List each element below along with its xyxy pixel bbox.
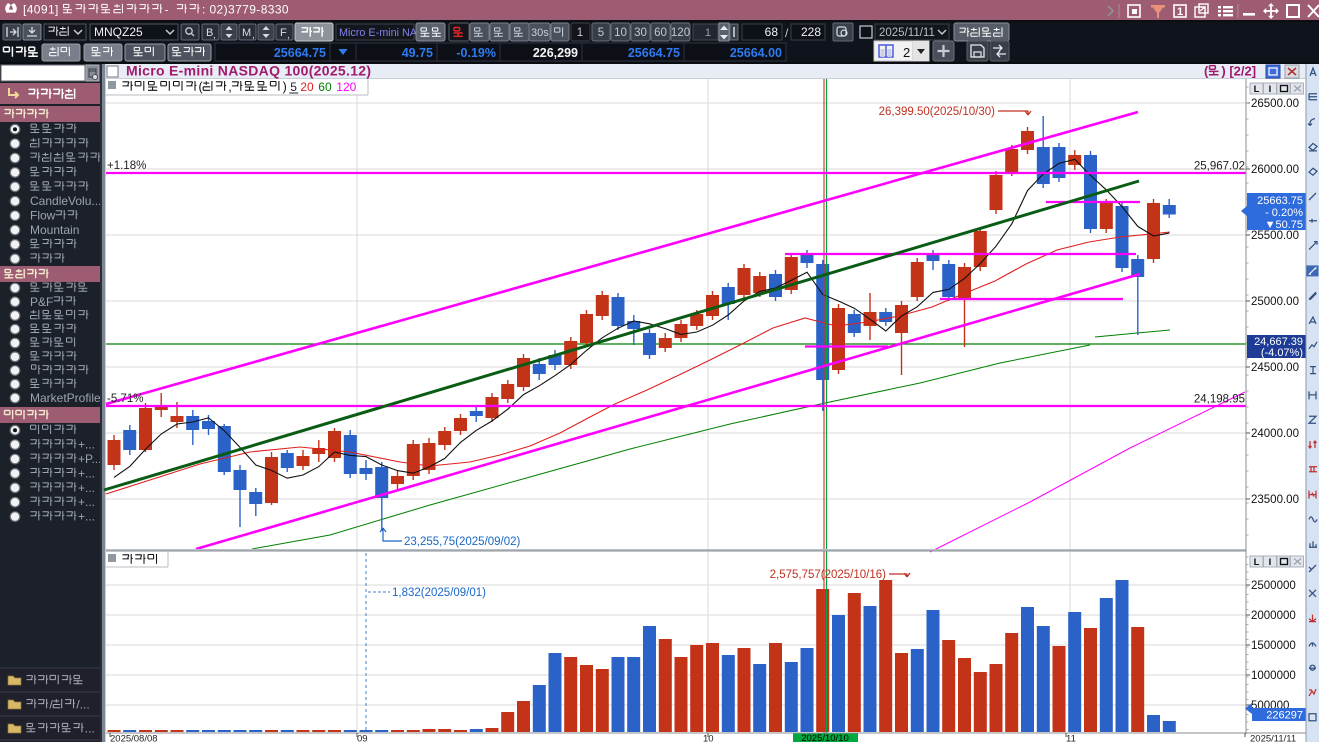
svg-text:25664.75: 25664.75	[628, 46, 680, 60]
svg-text:26,399.50(2025/10/30): 26,399.50(2025/10/30)	[879, 106, 996, 118]
svg-text:25500.00: 25500.00	[1251, 230, 1299, 242]
svg-text:25000.00: 25000.00	[1251, 296, 1299, 308]
svg-text:L: L	[1254, 557, 1260, 568]
svg-text:+P...: +P...	[78, 452, 101, 466]
svg-text:+...: +...	[78, 481, 95, 495]
svg-text:120: 120	[671, 27, 690, 39]
svg-text:+...: +...	[78, 466, 95, 480]
svg-text:: 02)3779-8330: : 02)3779-8330	[202, 3, 289, 17]
svg-text:Micro E-mini NASDAQ 100(2025.1: Micro E-mini NASDAQ 100(2025.12)	[126, 63, 371, 79]
svg-text:120: 120	[336, 80, 356, 94]
svg-text:...: ...	[85, 722, 95, 736]
svg-text:24,198.95: 24,198.95	[1194, 394, 1245, 406]
svg-text:226297: 226297	[1266, 710, 1303, 722]
svg-text:24500.00: 24500.00	[1251, 362, 1299, 374]
svg-text:2,575,757(2025/10/16): 2,575,757(2025/10/16)	[770, 569, 887, 581]
svg-text:CandleVolu...: CandleVolu...	[30, 194, 101, 208]
svg-text:MNQZ25: MNQZ25	[94, 25, 143, 39]
svg-text:-5.71%: -5.71%	[107, 393, 143, 405]
svg-text:09: 09	[357, 734, 368, 742]
svg-text:Flow: Flow	[30, 209, 56, 223]
svg-text:(: (	[1204, 64, 1209, 79]
svg-text:1,832(2025/09/01): 1,832(2025/09/01)	[392, 587, 486, 599]
svg-text:[4091]: [4091]	[23, 3, 59, 17]
svg-text:25664.00: 25664.00	[730, 46, 782, 60]
svg-text:,: ,	[252, 30, 255, 41]
svg-text:20: 20	[300, 80, 314, 94]
svg-text:25,967.02: 25,967.02	[1194, 161, 1245, 173]
svg-text:2025/08/08: 2025/08/08	[110, 734, 158, 742]
svg-text:+1.18%: +1.18%	[107, 160, 146, 172]
svg-text:P&F: P&F	[30, 295, 53, 309]
svg-text:) [2/2]: ) [2/2]	[1221, 64, 1256, 79]
svg-text:+...: +...	[78, 495, 95, 509]
svg-text:MarketProfile: MarketProfile	[30, 391, 101, 405]
svg-text:228: 228	[801, 25, 821, 39]
svg-text:I: I	[1269, 557, 1272, 568]
svg-text:2500000: 2500000	[1251, 580, 1296, 592]
svg-text:30: 30	[634, 27, 647, 39]
svg-text:23,255,75(2025/09/02): 23,255,75(2025/09/02)	[404, 536, 521, 548]
svg-text:10: 10	[703, 734, 714, 742]
svg-text:L: L	[1254, 84, 1260, 95]
svg-text:,: ,	[287, 30, 290, 41]
svg-text:2025/10/10: 2025/10/10	[801, 733, 849, 742]
svg-text:- 0.20%: - 0.20%	[1265, 207, 1303, 219]
svg-text:(: (	[199, 80, 204, 94]
svg-text:24000.00: 24000.00	[1251, 428, 1299, 440]
svg-text:49.75: 49.75	[402, 46, 433, 60]
svg-text:60: 60	[654, 27, 667, 39]
svg-text:226,299: 226,299	[533, 46, 578, 60]
svg-text:68: 68	[765, 25, 779, 39]
svg-text:,: ,	[213, 30, 216, 41]
svg-text:/...: /...	[76, 698, 89, 712]
svg-text:Mountain: Mountain	[30, 223, 79, 237]
svg-text:+...: +...	[78, 438, 95, 452]
svg-text:F: F	[280, 27, 287, 39]
svg-text:23500.00: 23500.00	[1251, 494, 1299, 506]
svg-text:2025/11/11: 2025/11/11	[879, 27, 935, 39]
svg-text:-0.19%: -0.19%	[456, 46, 496, 60]
svg-text:26000.00: 26000.00	[1251, 164, 1299, 176]
svg-text:2000000: 2000000	[1251, 610, 1296, 622]
svg-text:5: 5	[598, 27, 604, 39]
svg-text:30s: 30s	[531, 27, 549, 39]
svg-text:M: M	[242, 27, 251, 39]
svg-text:Micro E-mini NAS: Micro E-mini NAS	[339, 27, 424, 39]
svg-text:,: ,	[228, 80, 231, 94]
svg-text:25664.75: 25664.75	[274, 46, 326, 60]
svg-text:24,667.39: 24,667.39	[1254, 336, 1303, 348]
svg-text:25663.75: 25663.75	[1257, 195, 1303, 207]
svg-text:/: /	[50, 698, 54, 712]
svg-text:I: I	[1269, 84, 1272, 95]
svg-text:1: 1	[577, 27, 583, 39]
svg-text:1000000: 1000000	[1251, 670, 1296, 682]
svg-text:-: -	[165, 3, 169, 17]
svg-text:2: 2	[903, 45, 910, 60]
svg-text:1: 1	[705, 27, 711, 39]
svg-text:B: B	[206, 27, 213, 39]
svg-text:/: /	[785, 26, 789, 40]
svg-text:60: 60	[318, 80, 332, 94]
svg-text:1500000: 1500000	[1251, 640, 1296, 652]
svg-text:(-4.07%): (-4.07%)	[1261, 347, 1303, 359]
svg-text:▼50.75: ▼50.75	[1265, 219, 1303, 231]
svg-text:): )	[283, 80, 287, 94]
svg-text:26500.00: 26500.00	[1251, 98, 1299, 110]
svg-text:1: 1	[1177, 6, 1183, 18]
svg-text:11: 11	[1066, 734, 1076, 742]
svg-text:2025/11/11: 2025/11/11	[1250, 734, 1296, 742]
svg-text:5: 5	[290, 80, 297, 94]
svg-text:+...: +...	[78, 510, 95, 524]
svg-text:10: 10	[614, 27, 627, 39]
